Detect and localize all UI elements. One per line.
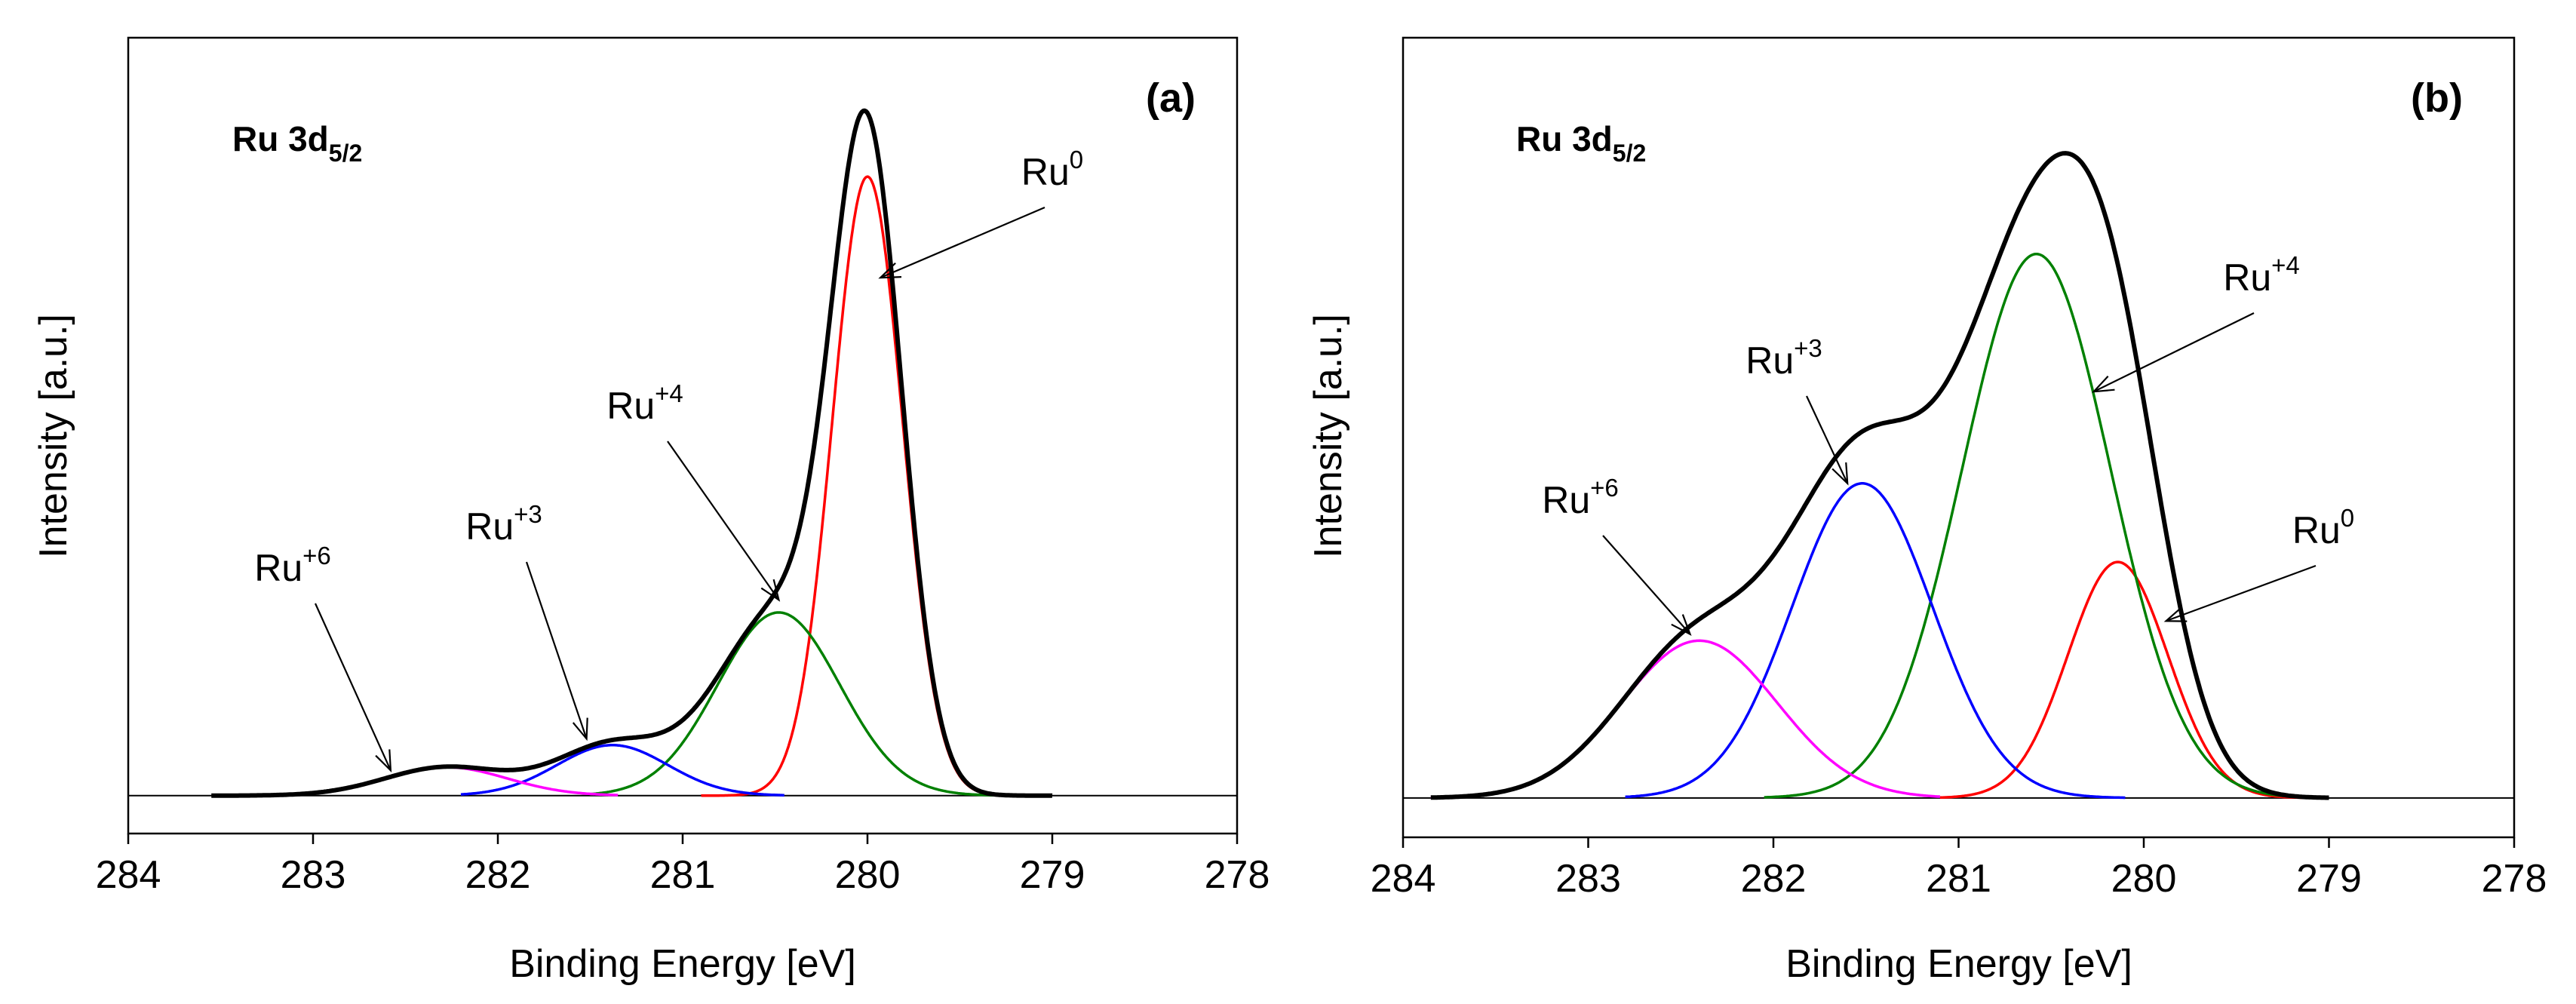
series-ruplus4-line <box>1764 252 2310 799</box>
annotation-arrowhead <box>2091 376 2115 393</box>
annotation-arrow <box>2093 312 2255 393</box>
annotation-arrow <box>2166 564 2317 622</box>
annotation-arrowhead <box>760 579 781 602</box>
x-tick-label: 282 <box>465 853 531 897</box>
x-tick-label: 284 <box>96 853 161 897</box>
annotation-arrowhead <box>878 262 902 279</box>
panel-b-ylabel: Intensity [a.u.] <box>1306 314 1350 558</box>
annotation-arrowhead <box>375 749 392 773</box>
panel-a-ylabel: Intensity [a.u.] <box>32 314 75 558</box>
annotation-arrow <box>314 603 391 771</box>
panel-a-region-title: Ru 3d5/2 <box>232 119 362 167</box>
panel-b-region-title: Ru 3d5/2 <box>1516 119 1646 167</box>
annotation-label: Ru0 <box>2292 504 2354 551</box>
x-tick-label: 281 <box>1926 857 1991 901</box>
annotation-arrowhead <box>1831 462 1849 486</box>
annotation-arrowhead <box>1671 614 1692 636</box>
x-tick-label: 279 <box>1020 853 1085 897</box>
annotation-label: Ru+4 <box>2223 251 2300 299</box>
x-tick-label: 280 <box>835 853 901 897</box>
annotation-arrow <box>1602 535 1691 635</box>
x-tick-label: 279 <box>2296 857 2362 901</box>
panel-b: 284 283 282 281 280 279 278 (b) Ru 3d5/2 Bindi… <box>1306 36 2547 986</box>
series-ruplus4-line <box>590 611 1025 797</box>
x-tick-label: 278 <box>2482 857 2547 901</box>
panel-a-xlabel: Binding Energy [eV] <box>509 942 856 986</box>
series-ruplus6-line <box>1430 639 1941 800</box>
x-tick-label: 284 <box>1371 857 1436 901</box>
series-envelope-sum-line <box>1429 151 2330 800</box>
annotation-label: Ru0 <box>1021 146 1083 193</box>
x-tick-label: 280 <box>2111 857 2177 901</box>
panel-b-label: (b) <box>2411 75 2463 121</box>
series-envelope-sum-line <box>210 108 1054 798</box>
x-tick-label: 283 <box>281 853 346 897</box>
annotation-arrowhead <box>2163 606 2188 622</box>
annotation-arrow <box>525 561 588 739</box>
panel-a: 284 283 282 281 280 279 278 (a) Ru 3d5/2 Bindi… <box>32 36 1270 986</box>
panel-b-xlabel: Binding Energy [eV] <box>1785 942 2132 986</box>
x-tick-label: 282 <box>1741 857 1807 901</box>
annotation-label: Ru+6 <box>1542 474 1619 521</box>
annotation-arrowhead <box>572 717 588 741</box>
x-tick-label: 281 <box>650 853 716 897</box>
series-ru0-line <box>701 175 1043 797</box>
panel-a-label: (a) <box>1146 75 1196 121</box>
annotation-arrow <box>667 441 780 600</box>
annotation-arrow <box>1806 395 1849 484</box>
x-tick-label: 278 <box>1205 853 1270 897</box>
annotation-label: Ru+3 <box>1745 334 1822 382</box>
annotation-label: Ru+4 <box>606 379 683 427</box>
annotation-label: Ru+6 <box>254 542 331 589</box>
series-ru0-line <box>1939 560 2310 800</box>
series-ruplus3-line <box>1625 482 2126 800</box>
annotation-arrow <box>880 206 1045 279</box>
annotation-label: Ru+3 <box>465 500 542 548</box>
x-tick-label: 283 <box>1555 857 1621 901</box>
series-ruplus3-line <box>460 744 784 797</box>
